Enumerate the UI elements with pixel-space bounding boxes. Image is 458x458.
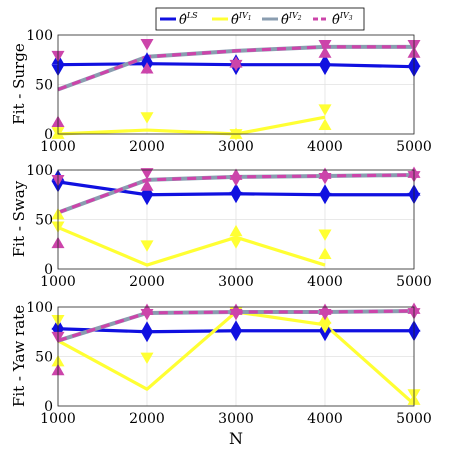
y-axis-label: Fit - Sway: [10, 180, 28, 257]
marker-ls-down: [140, 330, 154, 343]
marker-iv1-up: [318, 118, 332, 130]
x-tick-labels: 1000 2000 3000 4000 5000: [40, 139, 432, 155]
marker-iv1-down: [229, 129, 243, 141]
x-tick-label: 2000: [129, 274, 165, 290]
y-tick-label: 0: [44, 399, 53, 415]
x-tick-label: 5000: [396, 274, 432, 290]
marker-iv3-down: [140, 168, 154, 180]
marker-ls-down: [318, 63, 332, 76]
x-tick-label: 5000: [396, 411, 432, 427]
marker-ls-down: [318, 192, 332, 205]
marker-ls-up: [318, 54, 332, 66]
marker-iv1-up: [229, 224, 243, 237]
axes-box: [57, 306, 415, 407]
series-line-iv1: [57, 115, 326, 136]
y-axis-label: Fit - Yaw rate: [10, 305, 28, 407]
marker-ls-down: [318, 329, 332, 342]
series-markers: [51, 39, 421, 141]
marker-ls-up: [140, 52, 154, 64]
x-tick-label: 1000: [40, 411, 76, 427]
x-tick-label: 1000: [40, 274, 76, 290]
x-tick-label: 2000: [129, 139, 165, 155]
y-tick-label: 100: [26, 28, 53, 44]
marker-iv3-down: [318, 309, 332, 321]
y-tick-label: 50: [35, 213, 53, 229]
x-tick-labels: 1000 2000 3000 4000 5000: [40, 274, 432, 290]
y-axis-label: Fit - Surge: [10, 43, 28, 125]
marker-iv1-down: [318, 321, 332, 334]
x-tick-label: 3000: [218, 139, 254, 155]
marker-iv3-down: [229, 59, 243, 72]
x-tick-label: 5000: [396, 139, 432, 155]
marker-iv3-down: [140, 39, 154, 51]
marker-iv1-down: [140, 240, 154, 252]
legend-label-iv2: θ̂IV2: [281, 11, 302, 28]
marker-iv1-down: [318, 229, 332, 241]
legend-label-ls: θ̂LS: [179, 11, 198, 28]
y-tick-label: 50: [35, 78, 53, 94]
y-tick-label: 0: [44, 127, 53, 143]
x-tick-label: 4000: [307, 139, 343, 155]
marker-ls-up: [140, 321, 154, 333]
marker-iv1-down: [229, 237, 243, 249]
marker-iv1-down: [140, 352, 154, 364]
axes-box: [57, 169, 415, 270]
marker-iv3-down: [318, 173, 332, 185]
axes-box: [57, 34, 415, 135]
marker-iv1-up: [318, 247, 332, 260]
x-tick-label: 2000: [129, 411, 165, 427]
marker-iv3-down: [229, 175, 243, 187]
x-tick-label: 3000: [218, 411, 254, 427]
x-tick-label: 4000: [307, 274, 343, 290]
x-axis-label: N: [229, 429, 243, 448]
marker-iv3-down: [140, 309, 154, 321]
x-tick-label: 3000: [218, 274, 254, 290]
marker-ls-down: [229, 329, 243, 342]
x-tick-labels: 1000 2000 3000 4000 5000: [40, 411, 432, 427]
marker-iv1-down: [140, 112, 154, 124]
x-tick-label: 4000: [307, 411, 343, 427]
marker-iv3-down: [318, 40, 332, 52]
marker-ls-down: [229, 191, 243, 204]
y-tick-label: 50: [35, 350, 53, 366]
legend: θ̂LS θ̂IV1 θ̂IV2 θ̂IV3: [155, 7, 365, 31]
y-tick-labels: 0 50 100: [26, 28, 53, 143]
marker-iv3-up: [140, 179, 154, 191]
y-tick-label: 100: [26, 163, 53, 179]
marker-ls-up: [318, 184, 332, 196]
chart-panel-sway: 0 50 100 1000 2000 3000 4000 5000 Fit - Sway: [10, 163, 432, 290]
y-tick-labels: 0 50 100: [26, 163, 53, 278]
marker-iv3-down: [229, 309, 243, 321]
marker-iv3-up: [140, 62, 154, 74]
marker-ls-up: [229, 320, 243, 332]
chart-panel-yaw-rate: 0 50 100 1000 2000 3000 4000 5000 Fit - Yaw ra…: [10, 300, 432, 427]
chart-panel-surge: 0 50 100 1000 2000 3000 4000 5000 Fit - Surge: [10, 28, 432, 155]
x-tick-label: 1000: [40, 139, 76, 155]
marker-iv3-up: [318, 46, 332, 58]
y-tick-labels: 0 50 100: [26, 300, 53, 415]
marker-iv1-down: [318, 104, 332, 116]
legend-label-iv3: θ̂IV3: [332, 11, 353, 28]
legend-label-iv1: θ̂IV1: [231, 11, 252, 28]
marker-ls-down: [140, 193, 154, 206]
series-line-iv3: [57, 45, 414, 91]
y-tick-label: 0: [44, 262, 53, 278]
marker-ls-up: [229, 183, 243, 195]
y-tick-label: 100: [26, 300, 53, 316]
legend-box: [155, 7, 365, 31]
series-line-iv1: [57, 225, 326, 267]
